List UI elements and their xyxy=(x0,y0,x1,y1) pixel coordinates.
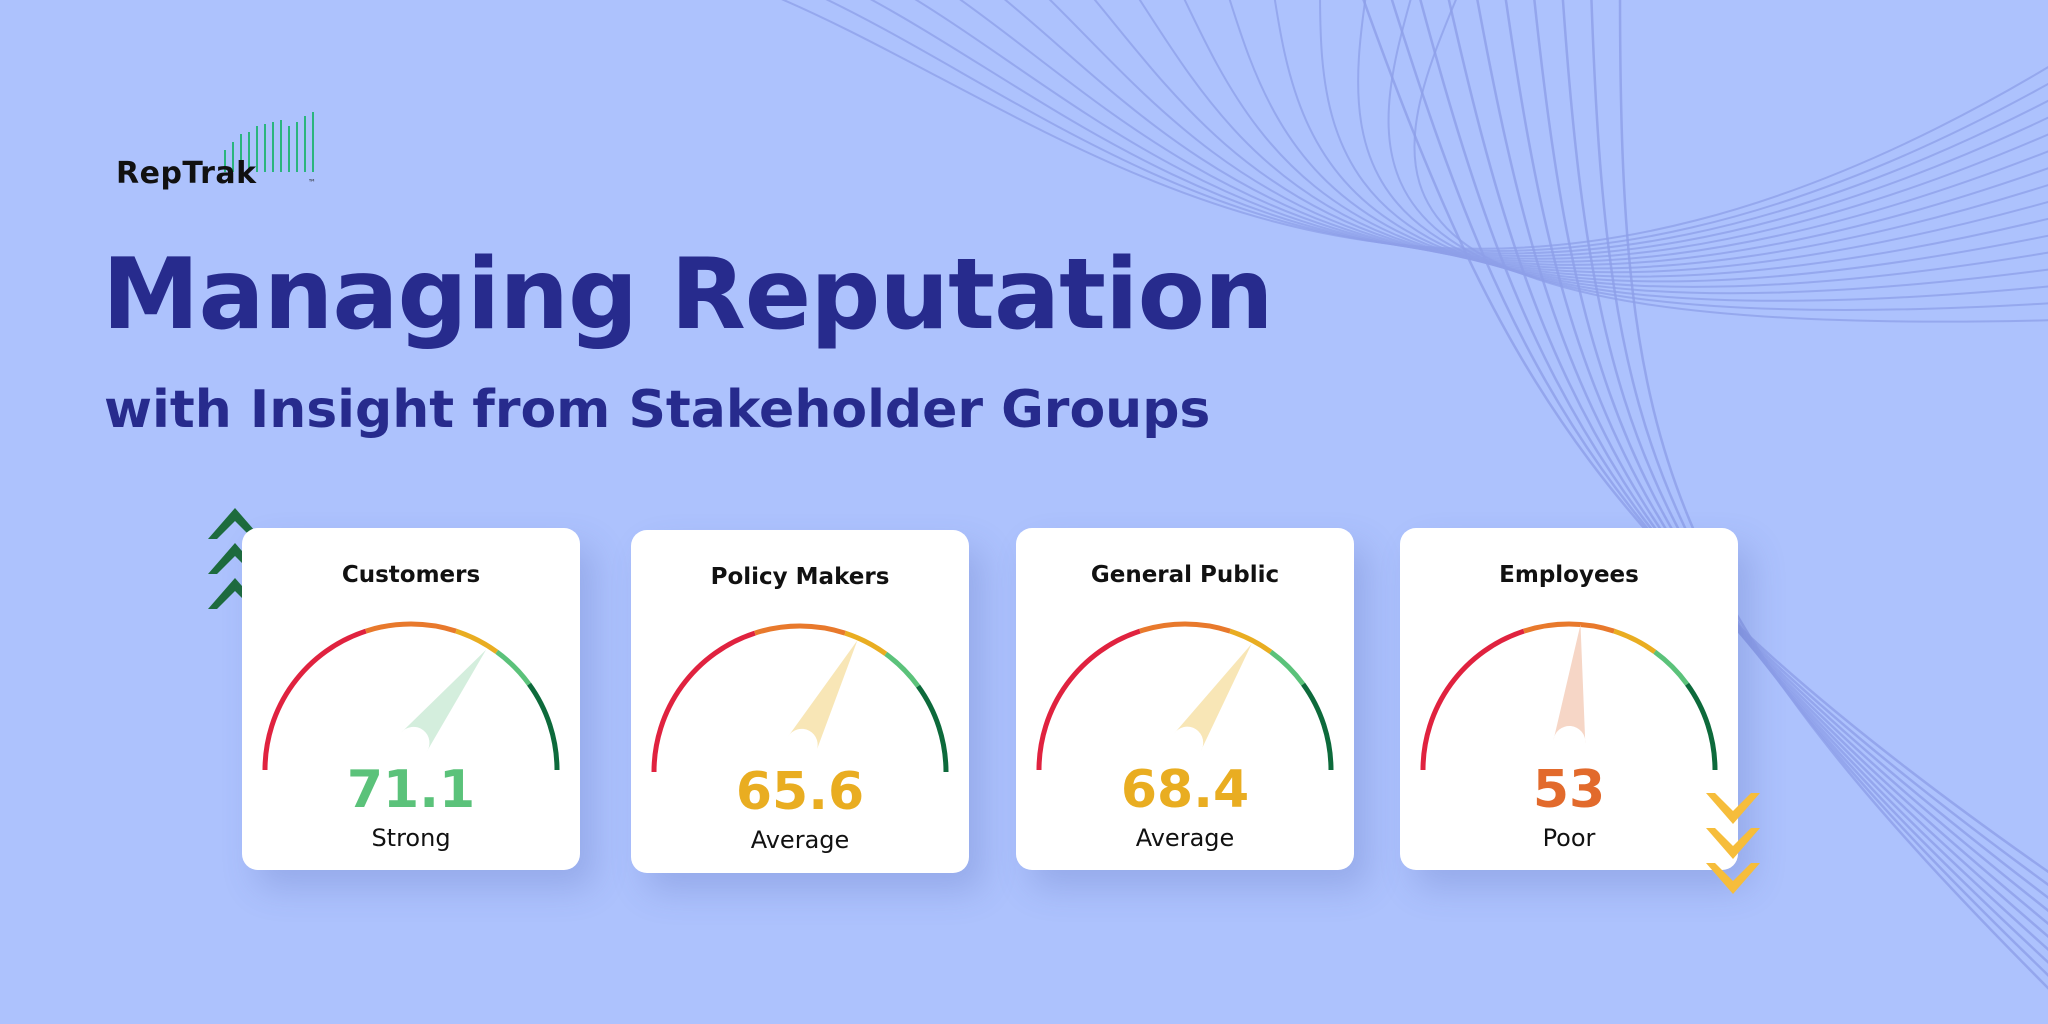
wave-line xyxy=(1413,0,2048,323)
logo-text: RepTrak xyxy=(116,156,257,191)
wave-line xyxy=(1093,0,2048,270)
logo-bar xyxy=(312,112,314,172)
wave-line xyxy=(1390,0,2048,887)
gauge-segment xyxy=(365,621,457,634)
wave-line xyxy=(1504,0,2048,938)
gauge-segment xyxy=(1301,682,1334,771)
logo-bar xyxy=(272,122,274,172)
card-rating: Average xyxy=(750,826,850,854)
wave-line xyxy=(1273,0,2048,288)
page-subtitle: with Insight from Stakeholder Groups xyxy=(104,380,1211,440)
card-score: 68.4 xyxy=(1120,760,1250,820)
chevron-down-triple-icon xyxy=(1706,793,1760,894)
logo-bar xyxy=(296,122,298,172)
wave-line xyxy=(1228,0,2048,283)
wave-line xyxy=(1357,0,2048,302)
logo-bar xyxy=(240,134,242,172)
gauge-needle xyxy=(1553,624,1586,744)
reptrak-logo: RepTrak ™ xyxy=(114,112,324,192)
logo-bar xyxy=(264,124,266,172)
wave-line xyxy=(1561,0,2048,964)
logo-trademark: ™ xyxy=(308,178,316,187)
card-score: 65.6 xyxy=(735,762,865,822)
gauge-segment xyxy=(1613,628,1657,654)
gauge-segment xyxy=(651,630,756,773)
wave-line xyxy=(1447,0,2048,913)
logo-bar xyxy=(224,150,226,172)
gauge-card-general-public: General Public 68.4 Average xyxy=(1016,528,1354,870)
gauge-segment xyxy=(1685,682,1718,771)
gauge-card-employees: Employees 53 Poor xyxy=(1400,528,1738,870)
wave-line xyxy=(869,0,2048,255)
gauge-dial xyxy=(1036,621,1334,771)
gauge-segment xyxy=(916,684,949,773)
gauge-needle xyxy=(400,649,487,753)
gauge-segment xyxy=(1420,628,1525,771)
chevron-down-1 xyxy=(1706,793,1760,824)
gauge-segment xyxy=(754,623,846,636)
gauge-segment xyxy=(262,628,367,771)
wave-line xyxy=(1319,0,2048,295)
wave-line xyxy=(1138,0,2048,274)
gauge-segment xyxy=(1229,628,1273,654)
wave-line xyxy=(1362,0,2048,874)
wave-line xyxy=(1618,0,2048,990)
card-label: General Public xyxy=(1090,562,1280,588)
gauge-dial xyxy=(1420,621,1718,771)
gauge-card-customers: Customers 71.1 Strong xyxy=(242,528,580,870)
chevron-down-3 xyxy=(1706,863,1760,894)
gauge-segment xyxy=(1036,628,1141,771)
logo-bar xyxy=(256,126,258,172)
wave-line xyxy=(1048,0,2048,266)
card-score: 71.1 xyxy=(346,760,476,820)
wave-line xyxy=(1590,0,2048,977)
wave-line xyxy=(1387,0,2048,311)
wave-line xyxy=(825,0,2048,252)
gauge-segment xyxy=(1653,649,1690,686)
wave-line xyxy=(1419,0,2048,900)
wave-line xyxy=(1003,0,2048,263)
gauge-dial xyxy=(651,623,949,773)
wave-line xyxy=(1533,0,2048,951)
logo-bar xyxy=(232,142,234,172)
gauge-segment xyxy=(884,651,921,688)
gauge-segment xyxy=(527,682,560,771)
card-score: 53 xyxy=(1532,760,1606,820)
card-rating: Strong xyxy=(371,824,451,852)
gauge-segment xyxy=(1269,649,1306,686)
logo-bars-icon xyxy=(224,112,314,172)
wave-line xyxy=(1476,0,2048,926)
logo-bar xyxy=(248,132,250,172)
gauge-segment xyxy=(455,628,499,654)
gauge-dial xyxy=(262,621,560,771)
gauge-segment xyxy=(495,649,532,686)
card-rating: Average xyxy=(1135,824,1235,852)
card-label: Employees xyxy=(1499,562,1639,588)
gauge-needle xyxy=(787,640,858,752)
chevron-down-2 xyxy=(1706,828,1760,859)
logo-bar xyxy=(288,126,290,172)
gauge-needle xyxy=(1173,643,1252,752)
logo-bar xyxy=(280,120,282,172)
card-rating: Poor xyxy=(1542,824,1596,852)
wave-line xyxy=(914,0,2048,257)
logo-bar xyxy=(304,116,306,172)
card-label: Policy Makers xyxy=(710,564,890,590)
gauge-segment xyxy=(844,630,888,656)
wave-line xyxy=(1183,0,2048,278)
wave-line xyxy=(959,0,2048,260)
page-title: Managing Reputation xyxy=(102,238,1274,352)
gauge-segment xyxy=(1139,621,1231,634)
wave-line xyxy=(781,0,2048,250)
gauge-segment xyxy=(1523,621,1615,634)
gauge-card-policy-makers: Policy Makers 65.6 Average xyxy=(631,530,969,873)
card-label: Customers xyxy=(341,562,481,588)
